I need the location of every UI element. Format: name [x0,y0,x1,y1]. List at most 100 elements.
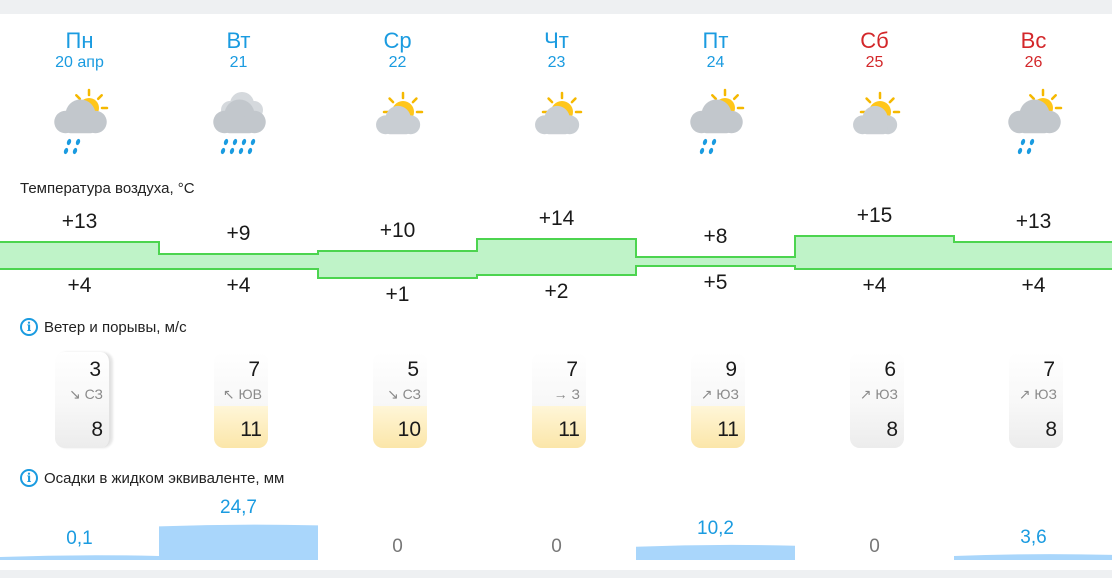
wind-arrow-icon: ↘ [386,386,399,402]
temperature-section-title: Температура воздуха, °C [20,180,195,197]
wind-gust: 10 [397,418,421,441]
wind-cell[interactable]: 7 ↖ ЮВ 11 [214,352,268,448]
wind-cell[interactable]: 7 ↗ ЮЗ 8 [1009,352,1063,448]
wind-direction-label: ЮЗ [875,386,898,402]
wind-direction: ↗ ЮЗ [701,386,739,403]
wind-gust: 11 [717,418,739,441]
wind-speed: 7 [566,358,578,381]
wind-speed: 7 [1043,358,1055,381]
precipitation-bar [0,555,159,560]
wind-gust: 8 [886,418,898,441]
day-date[interactable]: 21 [229,54,248,71]
wind-cell[interactable]: 7 → З 11 [532,352,586,448]
temperature-bar [636,257,795,266]
day-name[interactable]: Вт [226,28,251,53]
day-date[interactable]: 26 [1024,54,1043,71]
temp-max-label: +13 [61,210,98,233]
wind-direction-label: ЮЗ [716,386,739,402]
temp-min-label: +4 [67,274,92,297]
temp-max-label: +14 [538,207,575,230]
day-date[interactable]: 22 [388,54,407,71]
wind-direction-label: З [571,386,580,402]
temperature-bar [795,236,954,269]
wind-direction-label: СЗ [402,386,421,402]
wind-direction: ↗ ЮЗ [1019,386,1057,403]
wind-arrow-icon: ↗ [1018,386,1031,402]
temp-max-label: +9 [226,222,251,245]
precip-value: 0 [392,536,403,557]
day-date[interactable]: 20 апр [55,54,104,71]
gust-area: 8 [1009,406,1063,448]
wind-section-title: i Ветер и порывы, м/с [20,318,187,336]
temperature-max-line [0,235,1112,258]
precip-value: 0 [869,536,880,557]
wind-title-text: Ветер и порывы, м/с [44,318,187,336]
day-name[interactable]: Чт [544,28,569,53]
precipitation-bar [954,554,1112,560]
day-date[interactable]: 24 [706,54,725,71]
precip-value: 24,7 [220,497,257,519]
day-name[interactable]: Пт [702,28,729,53]
wind-cell[interactable]: 6 ↗ ЮЗ 8 [850,352,904,448]
wind-gust: 8 [1045,418,1057,441]
partly-cloudy-rain-icon [636,88,795,164]
precip-value: 3,6 [1020,526,1047,548]
wind-direction-label: ЮВ [238,386,262,402]
precip-title-text: Осадки в жидком эквиваленте, мм [44,469,285,487]
day-date[interactable]: 23 [547,54,566,71]
day-date[interactable]: 25 [865,54,884,71]
precip-value: 10,2 [697,517,734,539]
wind-arrow-icon: ↘ [68,386,81,402]
gust-area: 8 [55,406,109,448]
temperature-band-chart [0,235,1112,279]
precip-value: 0 [551,536,562,557]
wind-speed: 5 [407,358,419,381]
gust-area: 8 [850,406,904,448]
gust-area: 10 [373,406,427,448]
wind-arrow-icon: ↗ [700,386,713,402]
day-name[interactable]: Пн [65,28,94,53]
info-icon[interactable]: i [20,469,38,487]
temp-min-label: +2 [544,280,569,303]
wind-direction: ↗ ЮЗ [860,386,898,403]
wind-cell[interactable]: 3 ↘ СЗ 8 [55,352,111,448]
wind-speed: 9 [725,358,737,381]
cloudy-heavy-rain-icon [159,88,318,164]
partly-cloudy-rain-icon [0,88,159,164]
precipitation-chart [0,524,1112,560]
gust-area: 11 [214,406,268,448]
temperature-bar [954,242,1112,269]
partly-cloudy-rain-icon [954,88,1112,164]
wind-speed: 7 [248,358,260,381]
temp-min-label: +4 [862,274,887,297]
precip-value: 0,1 [66,528,93,549]
day-name[interactable]: Вс [1020,28,1047,53]
temp-min-label: +4 [226,274,251,297]
gust-area: 11 [532,406,586,448]
wind-gust: 8 [91,418,103,441]
partly-cloudy-icon [477,88,636,164]
wind-speed: 6 [884,358,896,381]
temp-max-label: +13 [1015,210,1052,233]
precipitation-bar [636,544,795,560]
temp-max-label: +10 [379,219,416,242]
weather-forecast-card: Пн 20 апр Вт 21 Ср 22 Чт 23 Пт 24 Сб 25 Вс 26 Темпера… [0,14,1112,570]
temp-min-label: +5 [703,271,728,294]
temperature-min-line [0,265,1112,279]
wind-direction: ↖ ЮВ [223,386,262,403]
temp-min-label: +4 [1021,274,1046,297]
info-icon[interactable]: i [20,318,38,336]
temp-min-label: +1 [385,283,410,306]
wind-speed: 3 [89,358,101,381]
temperature-bar [159,254,318,269]
wind-direction-label: СЗ [84,386,103,402]
wind-cell[interactable]: 9 ↗ ЮЗ 11 [691,352,745,448]
wind-direction-label: ЮЗ [1034,386,1057,402]
wind-cell[interactable]: 5 ↘ СЗ 10 [373,352,427,448]
wind-gust: 11 [240,418,262,441]
temperature-bar [477,239,636,275]
day-name[interactable]: Сб [860,28,889,53]
wind-direction: ↘ СЗ [69,386,103,403]
day-name[interactable]: Ср [383,28,412,53]
partly-cloudy-icon [795,88,954,164]
